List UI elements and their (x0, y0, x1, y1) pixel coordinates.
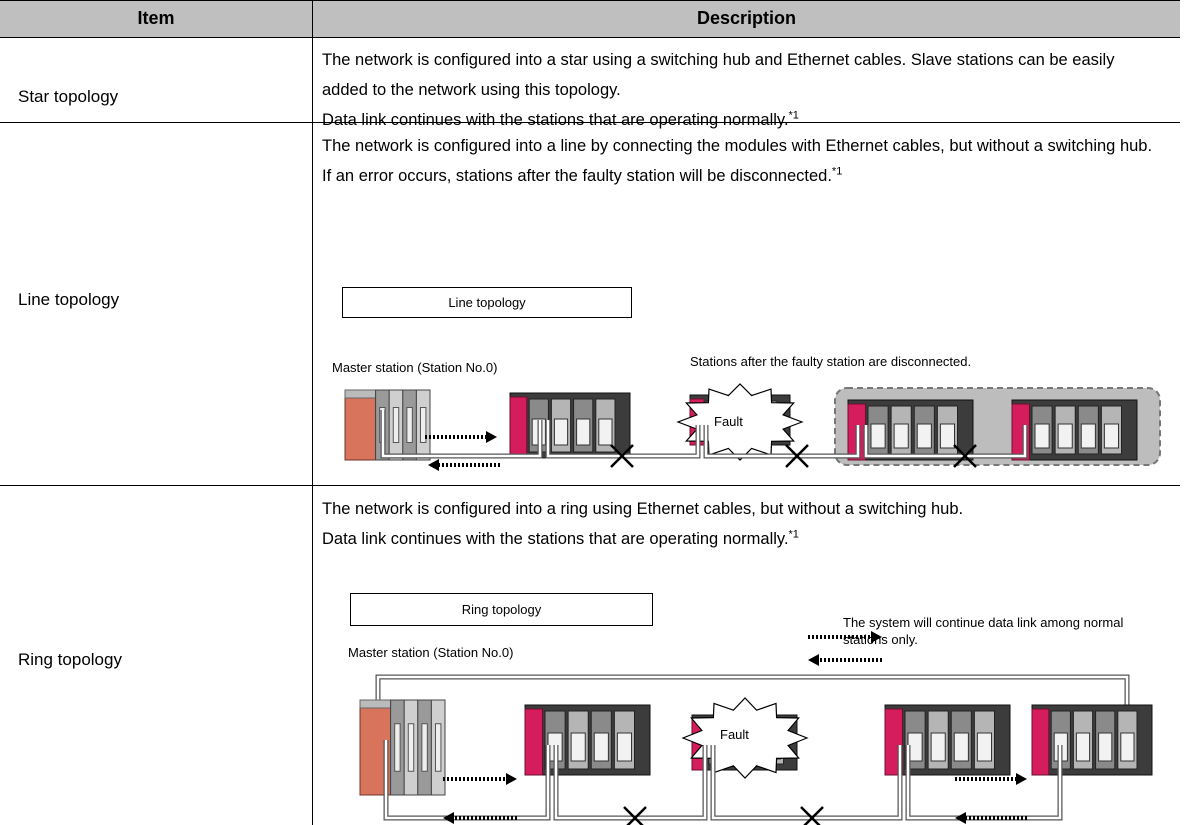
diagram-title: Ring topology (350, 593, 653, 626)
plc-io (419, 407, 427, 443)
plc-front (509, 396, 528, 459)
plc-top (344, 389, 377, 399)
plc-terminal (916, 423, 932, 449)
plc-terminal (570, 732, 586, 762)
plc-terminal (953, 732, 969, 762)
paragraph: Data link continues with the stations th… (322, 524, 1160, 554)
plc-terminal (976, 732, 992, 762)
description: The network is configured into a ring us… (322, 494, 1160, 554)
cable (554, 745, 707, 820)
plc-terminal (1080, 423, 1096, 449)
caption: Stations after the faulty station are di… (690, 354, 972, 369)
plc-terminal (1034, 423, 1050, 449)
plc-front (1031, 708, 1050, 776)
plc-terminal (870, 423, 886, 449)
cable (381, 410, 542, 458)
paragraph: The network is configured into a ring us… (322, 494, 1160, 524)
rule (0, 485, 1180, 486)
plc-power (344, 395, 377, 461)
arrow-head (486, 431, 497, 443)
diagram-title: Line topology (342, 287, 632, 318)
arrow-head (443, 812, 454, 824)
plc-terminal (1075, 732, 1091, 762)
footnote-ref: *1 (788, 109, 799, 122)
plc-terminal (1103, 423, 1119, 449)
paragraph: The network is configured into a line by… (322, 131, 1160, 191)
plc-terminal (1057, 423, 1073, 449)
paragraph: Data link continues with the stations th… (322, 105, 1160, 135)
plc-terminal (930, 732, 946, 762)
plc-terminal (893, 423, 909, 449)
row-item: Star topology (18, 87, 119, 106)
plc-front (524, 708, 543, 776)
text: Data link continues with the stations th… (322, 530, 789, 548)
break-mark (626, 806, 647, 825)
text: The network is configured into a ring us… (322, 500, 964, 518)
plc-terminal (1120, 732, 1135, 762)
column-rule (312, 0, 313, 825)
caption: The system will continue data link among… (843, 615, 1124, 647)
cable (906, 745, 1062, 820)
row-item: Ring topology (18, 650, 122, 669)
rule (0, 37, 1180, 38)
text: The network is configured into a line by… (322, 137, 1153, 185)
header-description: Description (313, 0, 1180, 37)
plc-terminal (576, 418, 591, 446)
row-item: Line topology (18, 290, 120, 309)
arrow-head (1016, 773, 1027, 785)
break-mark (803, 806, 824, 825)
arrow-head (808, 654, 819, 666)
plc-top (359, 699, 392, 709)
plc-io (421, 723, 428, 772)
plc-io (406, 407, 413, 443)
footnote-ref: *1 (831, 165, 843, 178)
plc-terminal (616, 732, 632, 762)
plc-terminal (553, 418, 569, 446)
description: The network is configured into a star us… (322, 45, 1160, 135)
break-mark (953, 444, 977, 468)
master-label: Master station (Station No.0) (332, 360, 498, 375)
plc-io (392, 407, 400, 443)
plc-terminal (1098, 732, 1113, 762)
break-mark (610, 444, 634, 468)
rule (0, 122, 1180, 123)
text: The network is configured into a star us… (322, 51, 1115, 99)
arrow-head (428, 459, 439, 471)
cable (711, 745, 902, 820)
plc-terminal (593, 732, 609, 762)
break-mark (785, 444, 809, 468)
description: The network is configured into a line by… (322, 131, 1160, 191)
rule (0, 0, 1180, 1)
master-label: Master station (Station No.0) (348, 645, 514, 660)
footnote-ref: *1 (788, 528, 799, 541)
fault-label: Fault (720, 727, 749, 742)
arrow-head (506, 773, 517, 785)
cable (864, 425, 1027, 458)
plc-io (394, 723, 401, 772)
plc-terminal (939, 423, 955, 449)
plc-io (407, 723, 415, 772)
header-item: Item (0, 0, 312, 37)
plc-terminal (598, 418, 613, 446)
cable (376, 675, 1129, 712)
fault-label: Fault (714, 414, 743, 429)
cable (704, 425, 860, 458)
arrow-head (955, 812, 966, 824)
arrow-head (871, 631, 882, 643)
plc-io (434, 723, 442, 772)
paragraph: The network is configured into a star us… (322, 45, 1160, 105)
text: Data link continues with the stations th… (322, 111, 789, 129)
